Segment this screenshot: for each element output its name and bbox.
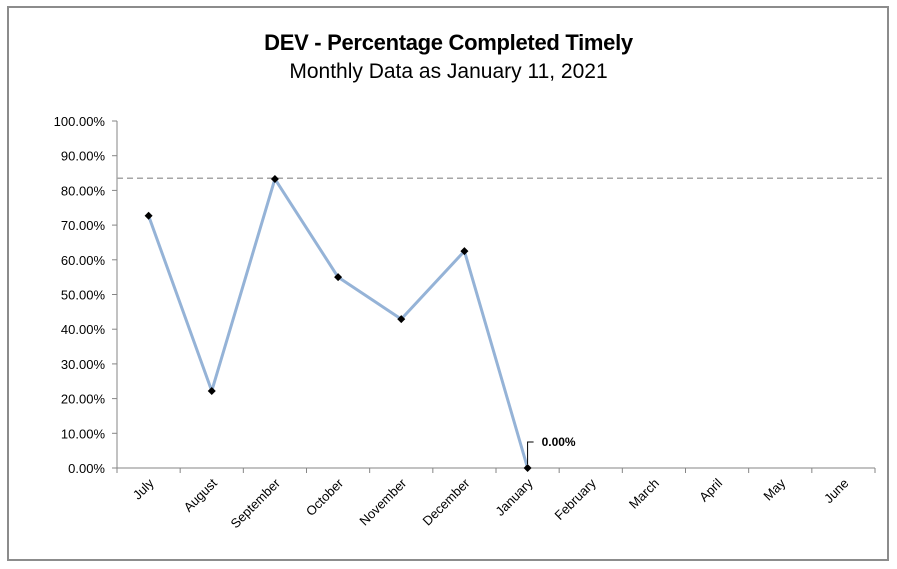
x-tick-label: June xyxy=(821,476,852,507)
y-tick-label: 80.00% xyxy=(61,183,106,198)
data-point xyxy=(460,247,469,256)
data-point xyxy=(523,464,532,472)
y-tick-label: 20.00% xyxy=(61,392,106,407)
x-tick-label: December xyxy=(420,475,473,528)
x-tick-label: March xyxy=(626,476,662,512)
data-point xyxy=(334,273,343,282)
data-point xyxy=(207,386,216,395)
x-tick-label: August xyxy=(181,475,220,514)
y-tick-label: 0.00% xyxy=(68,461,105,476)
y-tick-label: 40.00% xyxy=(61,322,106,337)
x-tick-label: November xyxy=(356,475,409,528)
x-tick-label: July xyxy=(130,475,157,502)
x-tick-label: September xyxy=(227,475,283,531)
x-tick-label: April xyxy=(696,475,725,504)
y-tick-label: 100.00% xyxy=(54,114,106,129)
x-tick-label: January xyxy=(492,475,536,519)
axes: 0.00% 10.00% 20.00% 30.00% 40.00% 50.00% 60.00… xyxy=(54,114,876,531)
x-tick-label: October xyxy=(303,475,347,519)
chart-title: DEV - Percentage Completed Timely xyxy=(264,30,633,55)
series-line xyxy=(147,177,530,469)
y-tick-label: 90.00% xyxy=(61,149,106,164)
data-point xyxy=(397,315,406,324)
y-tick-label: 30.00% xyxy=(61,357,106,372)
y-tick-label: 60.00% xyxy=(61,253,106,268)
y-tick-label: 50.00% xyxy=(61,288,106,303)
x-tick-label: May xyxy=(760,475,788,503)
data-label-leader xyxy=(527,441,534,464)
data-point xyxy=(270,174,279,183)
data-label: 0.00% xyxy=(542,435,576,449)
chart-subtitle: Monthly Data as January 11, 2021 xyxy=(289,60,608,83)
y-tick-label: 70.00% xyxy=(61,218,106,233)
y-tick-label: 10.00% xyxy=(61,426,106,441)
series-group xyxy=(144,174,532,472)
data-point xyxy=(144,211,153,220)
x-tick-label: February xyxy=(551,475,599,523)
labels-group: 0.00% xyxy=(527,435,576,464)
